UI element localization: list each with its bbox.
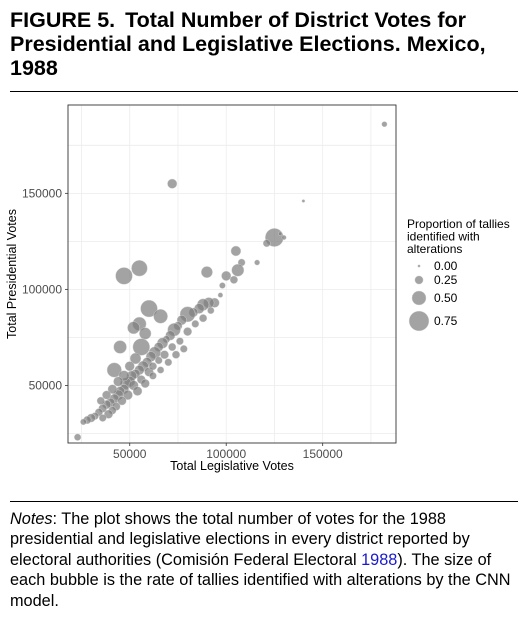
notes-lead: Notes [10,510,53,528]
data-bubble [107,384,118,394]
data-bubble [219,282,226,289]
data-bubble [140,299,158,318]
data-bubble [179,345,188,353]
data-bubble [221,270,232,281]
data-bubble [201,266,213,278]
data-bubble [157,366,165,374]
data-bubble [164,358,173,367]
legend-label: 0.50 [434,291,458,305]
figure-title-text: Total Number of District Votes for Presi… [10,8,486,80]
data-bubble [160,350,169,360]
y-axis-title: Total Presidential Votes [5,209,19,339]
data-bubble [167,178,178,189]
data-bubble [231,263,245,277]
x-tick-label: 50000 [113,447,147,461]
data-bubble [199,314,208,323]
legend-title-line: alterations [407,242,462,256]
data-bubble [149,371,157,380]
y-tick-label: 50000 [29,378,63,392]
bubble-chart: 50000 100000 15000050000100000150000Total … [5,104,510,473]
data-bubble [230,245,242,257]
plot-border [67,104,397,444]
legend-title-line: identified with [407,230,480,244]
data-bubble [168,342,177,352]
data-bubble [254,259,260,266]
data-bubble [140,379,150,388]
legend-key-bubble [414,275,424,285]
x-axis-title: Total Legislative Votes [170,459,294,473]
notes-citation-link[interactable]: 1988 [361,550,398,569]
legend-title-line: Proportion of tallies [407,217,510,231]
data-bubble [131,260,148,277]
x-tick-label: 100000 [206,447,246,461]
data-bubble [113,376,124,387]
figure-notes: Notes: The plot shows the total number o… [10,509,522,611]
data-bubble [262,239,271,248]
legend-key-bubble [411,290,427,306]
data-bubble [98,414,107,422]
data-bubble [80,418,87,426]
data-bubble [139,327,152,340]
data-bubble [127,321,140,335]
data-bubble [281,235,287,240]
data-bubble [106,362,122,378]
notes-text-before: : The plot shows the total number of vot… [10,510,470,569]
data-bubble [176,337,184,346]
data-bubble [191,320,200,328]
data-bubble [171,350,181,359]
legend-label: 0.00 [434,259,458,273]
data-bubble [132,386,143,396]
data-bubble [104,409,113,419]
data-bubble [207,306,215,315]
data-bubble [132,338,150,356]
x-tick-label: 150000 [303,447,343,461]
data-bubble [129,352,142,365]
notes-text-after: ). The size of each bubble is the rate o… [10,550,511,610]
legend-label: 0.75 [434,314,458,328]
data-bubble [148,362,157,371]
data-bubble [278,231,283,236]
figure-number: FIGURE 5. [10,8,116,32]
data-bubble [122,390,133,400]
data-bubble [74,433,82,441]
data-bubble [113,340,127,354]
data-bubble [102,390,112,400]
data-bubble [96,396,105,405]
data-bubble [381,121,388,128]
notes-rule [10,501,518,502]
top-rule [10,91,518,92]
data-bubble [229,275,238,284]
data-bubble [154,356,163,365]
data-bubble [217,292,224,298]
y-tick-label: 150000 [22,186,62,200]
data-bubble [124,361,135,372]
legend-key-bubble [408,310,430,332]
figure-title: FIGURE 5. Total Number of District Votes … [10,8,522,80]
data-bubble [117,396,127,406]
data-bubble [115,267,133,285]
legend-key-bubble [417,264,421,268]
data-bubble [183,327,192,336]
data-bubble [301,199,306,203]
legend-label: 0.25 [434,273,458,287]
y-tick-label: 100000 [22,282,62,296]
data-bubble [153,309,168,324]
